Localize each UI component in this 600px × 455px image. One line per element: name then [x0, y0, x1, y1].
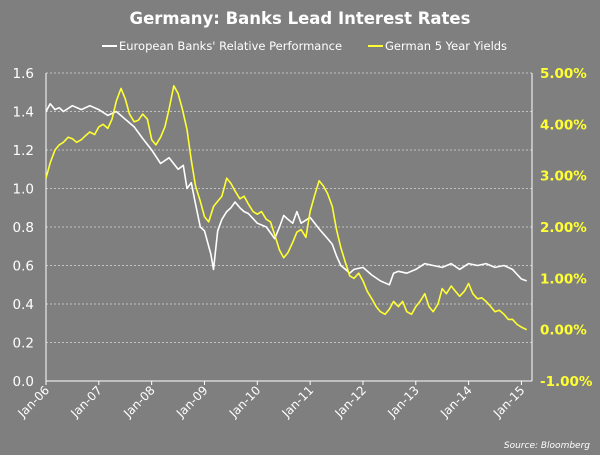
x-tick-label: Jan-11 — [279, 383, 317, 421]
legend-label-banks: European Banks' Relative Performance — [119, 39, 342, 53]
y-axis-left-ticks: 0.0 0.2 0.4 0.6 0.8 1.0 1.2 1.4 1.6 — [13, 66, 34, 390]
x-tick-label: Jan-10 — [226, 383, 264, 421]
gridlines — [46, 72, 532, 382]
y2-tick-label: 3.00% — [540, 169, 587, 185]
chart-title: Germany: Banks Lead Interest Rates — [130, 9, 471, 28]
y2-tick-label: 4.00% — [540, 117, 587, 133]
series-line-banks — [45, 103, 527, 286]
y-tick-label: 1.4 — [13, 105, 34, 121]
series-line-yields — [45, 85, 528, 331]
y-tick-label: 0.6 — [13, 259, 34, 275]
x-tick-label: Jan-14 — [437, 383, 475, 421]
x-tick-label: Jan-13 — [384, 383, 422, 421]
y2-tick-label: 0.00% — [540, 323, 587, 339]
y2-tick-label: -1.00% — [540, 374, 593, 390]
y-tick-label: 1.6 — [13, 66, 34, 82]
y-tick-label: 1.2 — [13, 143, 34, 159]
y-axis-right-ticks: -1.00% 0.00% 1.00% 2.00% 3.00% 4.00% 5.00% — [540, 66, 593, 390]
x-tick-label: Jan-15 — [490, 383, 528, 421]
legend: European Banks' Relative Performance Ger… — [102, 39, 507, 53]
axes — [45, 73, 533, 385]
x-tick-label: Jan-07 — [67, 383, 105, 421]
y2-tick-label: 5.00% — [540, 66, 587, 82]
y-tick-label: 0.2 — [13, 336, 34, 352]
x-tick-label: Jan-09 — [173, 383, 211, 421]
legend-label-yields: German 5 Year Yields — [385, 39, 507, 53]
series-layer — [45, 85, 528, 331]
y2-tick-label: 2.00% — [540, 220, 587, 236]
y-tick-label: 0.4 — [13, 297, 34, 313]
y-tick-label: 0.0 — [13, 374, 34, 390]
x-axis-ticks: Jan-06 Jan-07 Jan-08 Jan-09 Jan-10 Jan-11 Jan-… — [15, 383, 528, 421]
source-note: Source: Bloomberg — [504, 441, 590, 451]
y2-tick-label: 1.00% — [540, 271, 587, 287]
x-tick-label: Jan-12 — [332, 383, 370, 421]
y-tick-label: 0.8 — [13, 220, 34, 236]
y-tick-label: 1.0 — [13, 182, 34, 198]
x-tick-label: Jan-08 — [120, 383, 158, 421]
